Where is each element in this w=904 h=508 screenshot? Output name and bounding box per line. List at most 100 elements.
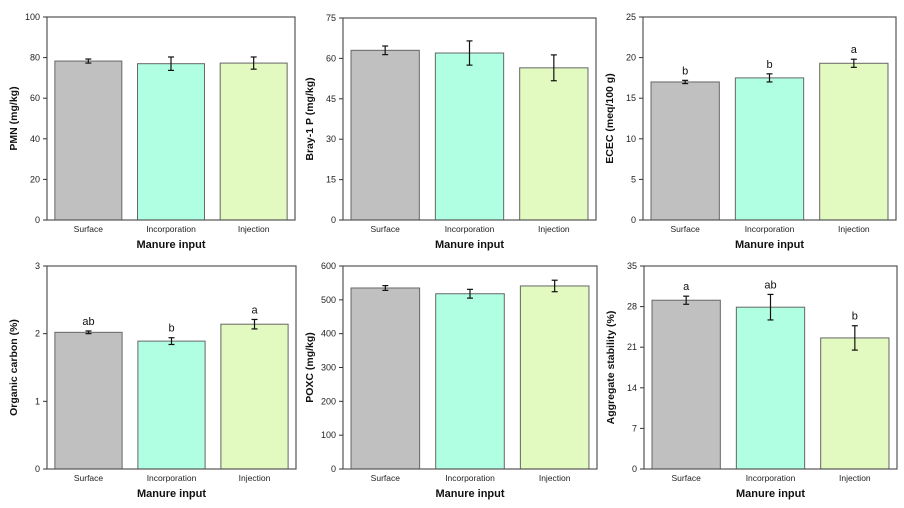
- bar-surface: [350, 49, 420, 221]
- bar-surface: [350, 287, 421, 470]
- error-bar: [551, 279, 558, 293]
- bar-incorporation: [434, 52, 505, 221]
- x-axis-label: Manure input: [137, 488, 206, 500]
- bar-injection: [519, 285, 590, 470]
- y-tick-label: 60: [30, 93, 40, 103]
- y-axis-label: Bray-1 P (mg/kg): [304, 77, 316, 160]
- significance-letter: b: [168, 323, 174, 335]
- significance-letter: b: [682, 65, 688, 77]
- x-axis-label: Manure input: [736, 488, 805, 500]
- bar-incorporation: [735, 306, 806, 470]
- error-bar: [850, 58, 857, 68]
- error-bar: [168, 337, 175, 346]
- y-tick-label: 0: [35, 215, 40, 225]
- y-tick-label: 7: [632, 423, 637, 433]
- bar-injection: [220, 323, 289, 470]
- x-tick-label: Incorporation: [445, 224, 495, 234]
- x-tick-label: Surface: [74, 473, 104, 483]
- bar-injection: [519, 67, 589, 221]
- plot-frame: [46, 265, 297, 470]
- error-bar: [168, 56, 174, 71]
- y-tick-label: 5: [631, 174, 636, 184]
- y-tick-label: 14: [627, 383, 637, 393]
- error-bar: [683, 295, 690, 305]
- y-tick-label: 100: [25, 12, 40, 22]
- panel-6: a Surface ab Incorporation b Injection 0 7 14 21 2…: [605, 261, 898, 500]
- x-tick-label: Incorporation: [746, 473, 796, 483]
- y-tick-label: 40: [30, 134, 40, 144]
- bar-incorporation: [734, 77, 805, 221]
- significance-letter: a: [851, 44, 858, 56]
- y-tick-label: 21: [627, 342, 637, 352]
- y-axis-label: Organic carbon (%): [8, 319, 20, 416]
- y-tick-label: 20: [30, 174, 40, 184]
- y-axis-label: POXC (mg/kg): [304, 332, 316, 403]
- plot-frame: [643, 265, 898, 470]
- significance-letter: a: [251, 304, 258, 316]
- error-bar: [550, 54, 557, 82]
- y-tick-label: 0: [631, 215, 636, 225]
- bar-surface: [651, 299, 721, 470]
- x-tick-label: Incorporation: [445, 473, 495, 483]
- plot-frame: [342, 17, 597, 221]
- error-bar: [85, 58, 92, 64]
- y-tick-label: 35: [627, 261, 637, 271]
- y-tick-label: 300: [321, 363, 336, 373]
- x-tick-label: Incorporation: [146, 224, 196, 234]
- y-tick-label: 45: [326, 94, 336, 104]
- bar-surface: [54, 60, 123, 221]
- x-tick-label: Injection: [239, 473, 271, 483]
- y-tick-label: 400: [321, 329, 336, 339]
- y-tick-label: 10: [626, 134, 636, 144]
- error-bar: [851, 325, 858, 351]
- bar-injection: [820, 337, 890, 470]
- y-tick-label: 1: [35, 396, 40, 406]
- y-tick-label: 60: [326, 53, 336, 63]
- y-axis-label: ECEC (meq/100 g): [604, 73, 616, 163]
- x-tick-label: Surface: [371, 224, 401, 234]
- bar-incorporation: [137, 340, 206, 470]
- y-tick-label: 3: [35, 261, 40, 271]
- error-bar: [467, 288, 473, 299]
- y-tick-label: 0: [632, 464, 637, 474]
- y-tick-label: 15: [626, 93, 636, 103]
- y-tick-label: 200: [321, 396, 336, 406]
- x-tick-label: Surface: [671, 224, 701, 234]
- error-bar: [382, 285, 389, 291]
- x-tick-label: Surface: [74, 224, 104, 234]
- x-tick-label: Injection: [839, 473, 871, 483]
- bar-injection: [219, 62, 288, 221]
- panel-5: Surface Incorporation Injection 0 100 200 300 4…: [304, 261, 598, 500]
- y-tick-label: 100: [321, 430, 336, 440]
- error-bar: [382, 45, 389, 56]
- y-tick-label: 80: [30, 53, 40, 63]
- x-tick-label: Injection: [838, 224, 870, 234]
- error-bar: [251, 318, 258, 330]
- error-bar: [766, 73, 773, 83]
- x-tick-label: Surface: [371, 473, 401, 483]
- error-bar: [466, 40, 473, 66]
- error-bar: [250, 56, 257, 70]
- y-tick-label: 30: [326, 134, 336, 144]
- bar-injection: [819, 62, 889, 221]
- y-tick-label: 75: [326, 13, 336, 23]
- x-tick-label: Surface: [672, 473, 702, 483]
- y-tick-label: 28: [627, 302, 637, 312]
- y-tick-label: 20: [626, 53, 636, 63]
- x-axis-label: Manure input: [136, 239, 205, 251]
- panel-4: ab Surface b Incorporation a Injection 0 1 2 3 Man…: [8, 261, 297, 500]
- x-tick-label: Injection: [238, 224, 270, 234]
- panel-2: Surface Incorporation Injection 0 15 30 45 60 75…: [304, 13, 597, 251]
- x-tick-label: Injection: [538, 224, 570, 234]
- error-bar: [767, 293, 774, 321]
- significance-letter: b: [766, 59, 772, 71]
- x-tick-label: Incorporation: [147, 473, 197, 483]
- error-bar: [85, 330, 92, 335]
- y-tick-label: 0: [331, 215, 336, 225]
- bar-surface: [54, 331, 123, 470]
- y-tick-label: 500: [321, 295, 336, 305]
- x-tick-label: Incorporation: [745, 224, 795, 234]
- bar-incorporation: [435, 293, 505, 470]
- y-tick-label: 0: [331, 464, 336, 474]
